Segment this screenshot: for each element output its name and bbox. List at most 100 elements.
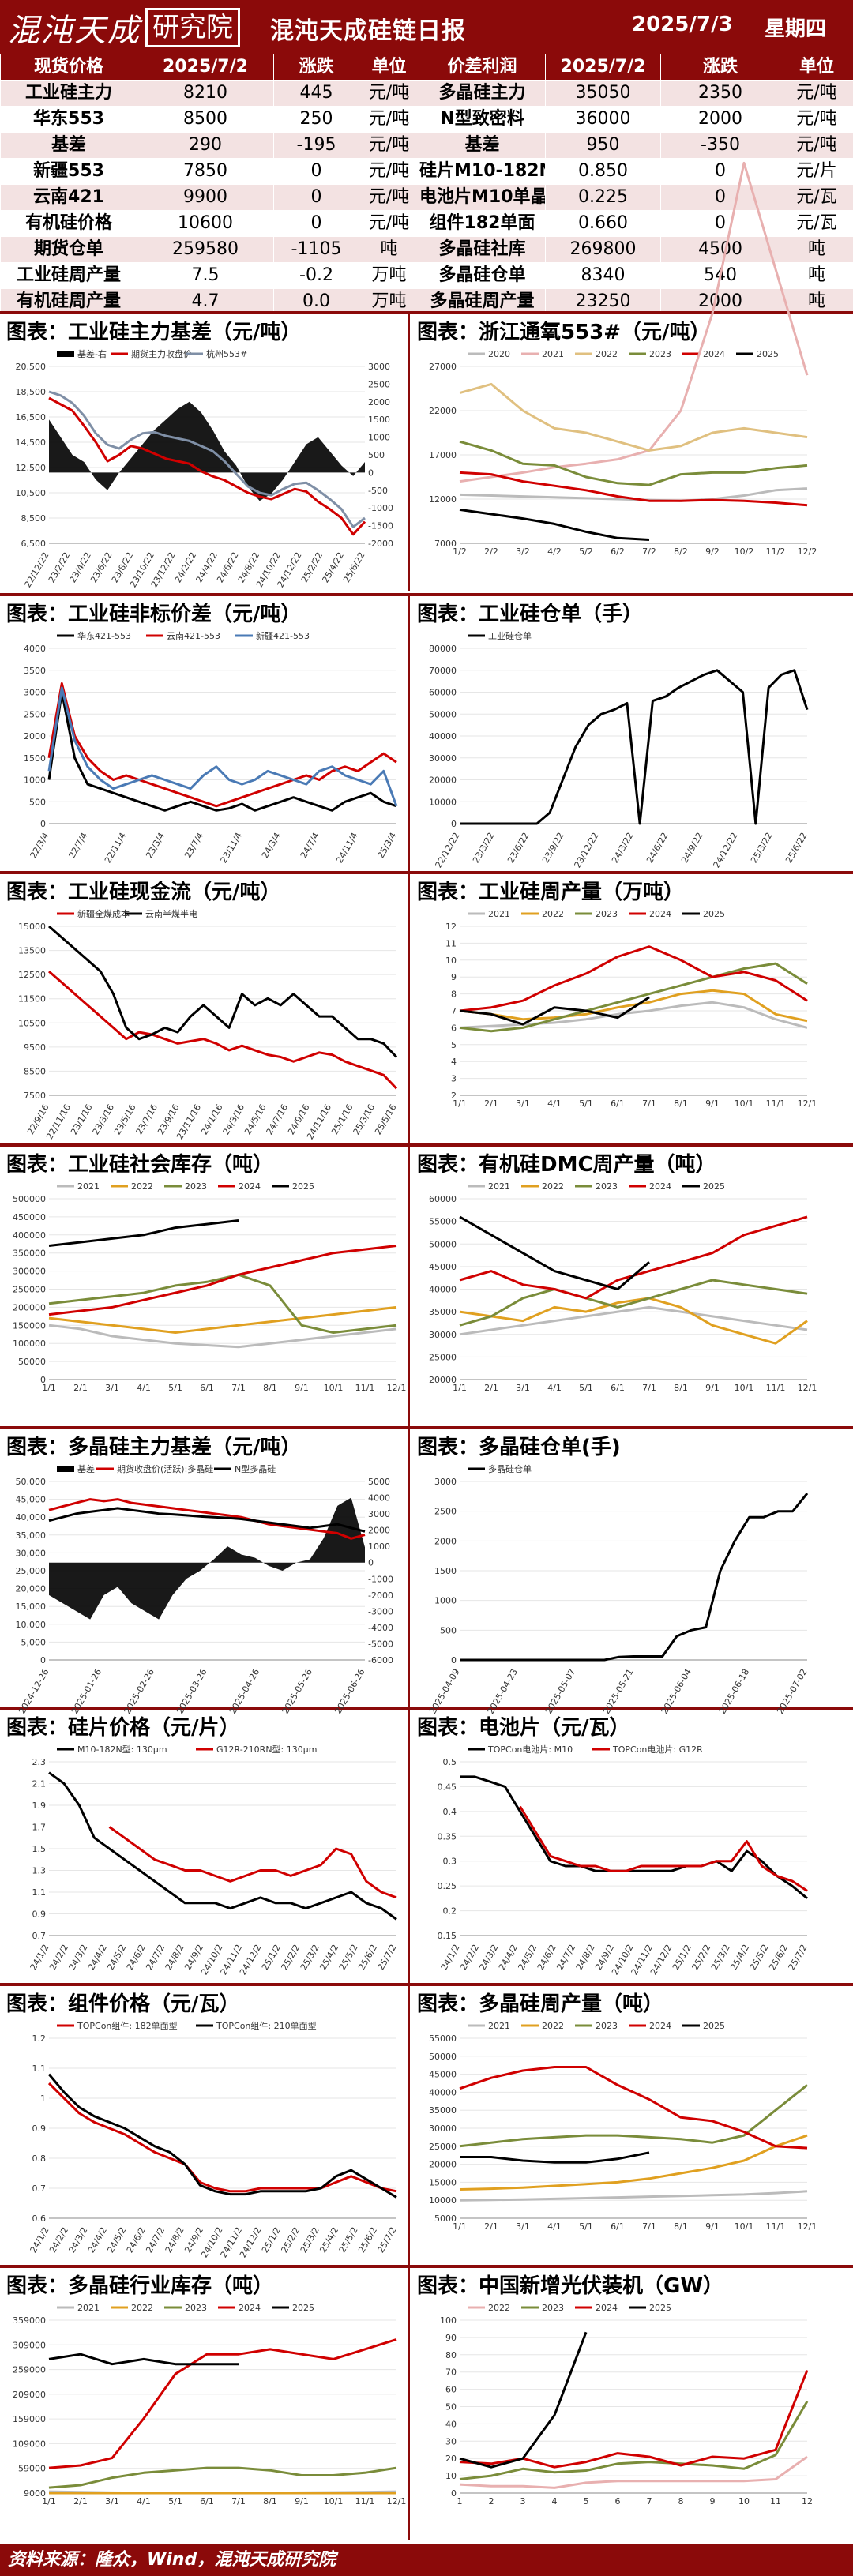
- legend-label: 2021: [488, 1181, 510, 1192]
- x-tick-label: 7/1: [231, 1383, 246, 1393]
- table-cell: 元/瓦: [780, 184, 853, 211]
- table-cell: 10600: [137, 210, 274, 237]
- table-cell: 元/吨: [359, 80, 419, 107]
- x-tick-label: 8/1: [674, 1383, 688, 1393]
- series-line: [48, 1305, 397, 1334]
- y-tick-label: 25,000: [16, 1566, 47, 1576]
- table-cell: 0: [273, 158, 359, 185]
- report-title: 混沌天成硅链日报: [270, 17, 466, 45]
- report-header: 混沌天成 研究院 混沌天成硅链日报 2025/7/3 星期四: [0, 0, 853, 54]
- table-cell: 元/吨: [359, 158, 419, 185]
- x-tick-label: 7: [647, 2496, 652, 2507]
- legend-label: M10-182N型: 130μm: [77, 1744, 167, 1755]
- x-tick-label: 9/2: [705, 546, 720, 557]
- series-line: [459, 2134, 808, 2191]
- y2-tick-label: -2000: [368, 539, 393, 549]
- y-tick-label: 9000: [24, 2488, 46, 2499]
- x-tick-label: 4/1: [547, 1383, 562, 1393]
- x-tick-label: 2/2: [484, 546, 498, 557]
- legend-label: TOPCon电池片: G12R: [612, 1744, 703, 1755]
- table-cell: 期货仓单: [0, 236, 137, 263]
- table-cell: 2000: [660, 288, 780, 315]
- x-tick-label: 22/12/22: [23, 550, 51, 589]
- x-tick-label: 2/1: [484, 1383, 498, 1393]
- legend-label: 2025: [703, 1181, 725, 1192]
- chart-legend: 多晶硅仓单: [468, 1463, 532, 1474]
- y-tick-label: 2500: [24, 709, 46, 719]
- y-tick-label: 450000: [13, 1212, 46, 1222]
- y-tick-label: 15000: [429, 2177, 457, 2187]
- series-line: [48, 925, 398, 1058]
- panel-title: 图表：电池片（元/瓦）: [417, 1716, 630, 1740]
- y-tick-label: 109000: [13, 2439, 46, 2449]
- chart-1: 2020 2021 2022 2023 2024 2025 27000 22000 17000 1…: [429, 161, 817, 557]
- x-tick-label: 2/1: [484, 1098, 498, 1109]
- y-tick-label: 5,000: [21, 1637, 47, 1647]
- legend-label: TOPCon组件: 182单面型: [77, 2020, 178, 2031]
- table-cell: 吨: [780, 236, 853, 263]
- y-tick-label: 40000: [429, 2087, 457, 2097]
- x-tick-label: 24/9/22: [679, 831, 705, 865]
- y-tick-label: 30000: [429, 2124, 457, 2134]
- chart-13: 2021 2022 2023 2024 2025 55000 50000 45000 40000…: [429, 2021, 817, 2232]
- series-line: [47, 2073, 397, 2199]
- y-tick-label: 1500: [24, 753, 46, 764]
- y-tick-label: 2000: [434, 1536, 457, 1546]
- y-tick-label: 0.7: [32, 2184, 47, 2194]
- series-line: [459, 161, 809, 483]
- y-tick-label: 50000: [429, 709, 457, 719]
- chart-11: TOPCon电池片: M10 TOPCon电池片: G12R 0.5 0.45 0.4 0…: [438, 1744, 810, 1977]
- column-divider: [408, 1147, 410, 1427]
- legend-label: 2025: [292, 2303, 314, 2313]
- legend-label: 2022: [131, 1181, 153, 1192]
- x-tick-label: 23/7/4: [182, 831, 205, 860]
- y-tick-label: 15000: [18, 922, 46, 932]
- table-cell: 0: [660, 184, 780, 211]
- legend-label: G12R-210RN型: 130μm: [216, 1744, 317, 1755]
- series-line: [459, 471, 808, 507]
- x-tick-label: 6/1: [611, 2221, 625, 2232]
- legend-label: 2022: [542, 1181, 564, 1192]
- y-tick-label: 35,000: [16, 1530, 47, 1541]
- y-tick-label: 45000: [429, 1262, 457, 1272]
- y-tick-label: 400000: [13, 1230, 46, 1241]
- series-line: [459, 2084, 808, 2148]
- y-tick-label: 5000: [434, 2214, 457, 2224]
- x-tick-label: 11/1: [766, 1383, 786, 1393]
- y-tick-label: 50000: [429, 1239, 457, 1249]
- table-cell: 0: [273, 210, 359, 237]
- y-tick-label: 1.7: [32, 1823, 47, 1833]
- y-tick-label: 40000: [429, 731, 457, 742]
- y-tick-label: 3000: [24, 688, 46, 698]
- table-cell: 元/吨: [359, 184, 419, 211]
- y-tick-label: 500000: [13, 1194, 46, 1204]
- column-divider: [408, 596, 410, 871]
- panel-title: 图表：浙江通氧553#（元/吨）: [417, 321, 711, 344]
- legend-label: 华东421-553: [77, 630, 131, 641]
- legend-label: 2024: [239, 1181, 261, 1192]
- x-tick-label: 25/7/2: [376, 2225, 399, 2255]
- y2-tick-label: 2500: [368, 379, 390, 389]
- legend-label: 2024: [239, 2303, 261, 2313]
- x-tick-label: 22/12/22: [434, 831, 462, 869]
- table-header-cell: 2025/7/2: [137, 54, 274, 81]
- x-tick-label: 7/1: [642, 1098, 656, 1109]
- table-cell: 7.5: [137, 262, 274, 289]
- x-tick-label: 1/2: [453, 546, 467, 557]
- x-tick-label: 5/1: [579, 1383, 593, 1393]
- y-tick-label: 1.3: [32, 1866, 47, 1876]
- legend-label: 2025: [649, 2303, 671, 2313]
- x-tick-label: 9/1: [705, 2221, 720, 2232]
- legend-label: 新疆全煤成本: [77, 908, 130, 919]
- series-area: [49, 1497, 365, 1620]
- y2-tick-label: 3000: [368, 362, 390, 372]
- x-tick-label: 5/1: [168, 2496, 182, 2507]
- legend-label: 基差-右: [77, 348, 107, 359]
- y-tick-label: 20000: [429, 1375, 457, 1385]
- y-tick-label: 0.45: [438, 1782, 457, 1792]
- y-tick-label: 100: [440, 2315, 457, 2326]
- table-cell: 0.225: [545, 184, 661, 211]
- y-tick-label: 30,000: [16, 1548, 47, 1558]
- y-tick-label: 200000: [13, 1302, 46, 1312]
